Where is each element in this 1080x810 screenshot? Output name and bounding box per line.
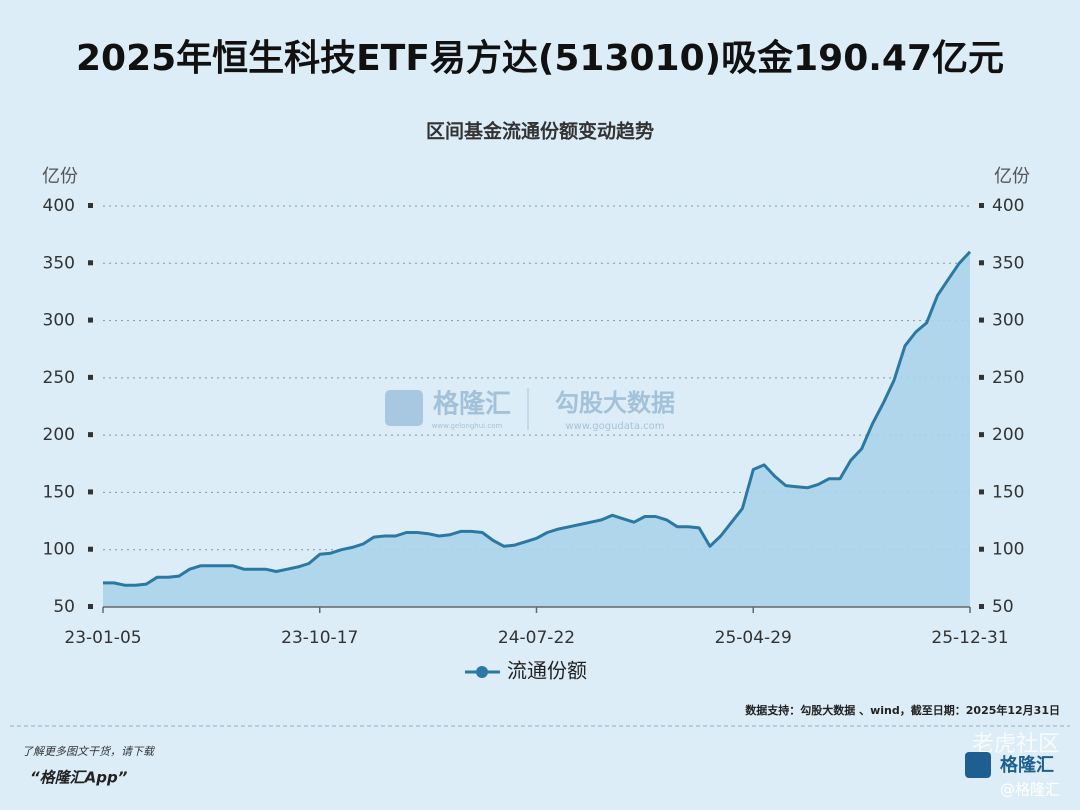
legend: 流通份额 — [465, 659, 587, 683]
promo-text: 了解更多图文干货，请下载 — [22, 745, 156, 758]
y-tick-mark — [979, 203, 984, 208]
handle: @格隆汇 — [1000, 781, 1060, 799]
x-tick-label: 24-07-22 — [498, 628, 575, 648]
y-tick-mark — [88, 489, 93, 495]
area — [103, 251, 970, 608]
x-tick-label: 23-10-17 — [281, 628, 358, 648]
watermark-brand: 格隆汇 — [433, 389, 511, 420]
chart-subtitle: 区间基金流通份额变动趋势 — [426, 120, 654, 143]
y-tick-label: 250 — [992, 368, 1024, 388]
y-tick-label: 350 — [992, 253, 1024, 273]
watermark-url: www.gogudata.com — [565, 421, 664, 432]
y-tick-mark — [979, 489, 984, 495]
logo-text: 格隆汇 — [1000, 754, 1054, 776]
y-tick-mark — [979, 432, 984, 438]
y-tick-label: 100 — [992, 540, 1024, 560]
x-tick-label: 25-12-31 — [931, 628, 1008, 648]
watermark-url: www.gelonghui.com — [432, 422, 503, 430]
y-tick-label: 300 — [43, 311, 75, 331]
y-tick-mark — [979, 374, 984, 380]
y-tick-label: 250 — [43, 368, 75, 388]
y-tick-mark — [88, 374, 93, 380]
x-tick-label: 25-04-29 — [715, 628, 792, 648]
y-tick-label: 150 — [43, 482, 75, 502]
y-tick-mark — [979, 260, 984, 266]
y-tick-mark — [88, 317, 93, 323]
chart-title: 2025年恒生科技ETF易方达(513010)吸金190.47亿元 — [76, 37, 1004, 79]
y-tick-label: 400 — [43, 196, 75, 216]
y-tick-label: 100 — [43, 540, 75, 560]
y-tick-mark — [88, 432, 93, 438]
y-tick-mark — [88, 546, 93, 552]
legend-marker — [476, 666, 488, 678]
y-tick-label: 200 — [43, 425, 75, 445]
y-tick-label: 50 — [992, 597, 1014, 617]
y-tick-label: 200 — [992, 425, 1024, 445]
y-tick-label: 150 — [992, 482, 1024, 502]
y-tick-mark — [88, 604, 93, 609]
y-tick-mark — [88, 203, 93, 208]
x-tick-label: 23-01-05 — [64, 628, 141, 648]
watermark-partner: 勾股大数据 — [555, 389, 675, 417]
y-tick-mark — [88, 260, 93, 266]
y-tick-mark — [979, 317, 984, 323]
y-tick-label: 350 — [43, 253, 75, 273]
y-tick-label: 300 — [992, 311, 1024, 331]
source-note: 数据支持：勾股大数据 、wind，截至日期：2025年12月31日 — [745, 703, 1060, 717]
watermark-logo — [385, 390, 423, 426]
y-unit: 亿份 — [994, 166, 1030, 187]
y-tick-label: 400 — [992, 196, 1024, 216]
legend-label: 流通份额 — [507, 659, 587, 683]
logo-icon — [965, 752, 991, 778]
y-tick-mark — [979, 604, 984, 609]
watermark: 格隆汇 www.gelonghui.com 勾股大数据 www.gogudata… — [385, 388, 675, 432]
promo-app: “格隆汇App” — [30, 769, 128, 787]
y-tick-mark — [979, 546, 984, 552]
y-unit: 亿份 — [42, 166, 78, 187]
line — [103, 250, 972, 587]
y-tick-label: 50 — [53, 597, 75, 617]
